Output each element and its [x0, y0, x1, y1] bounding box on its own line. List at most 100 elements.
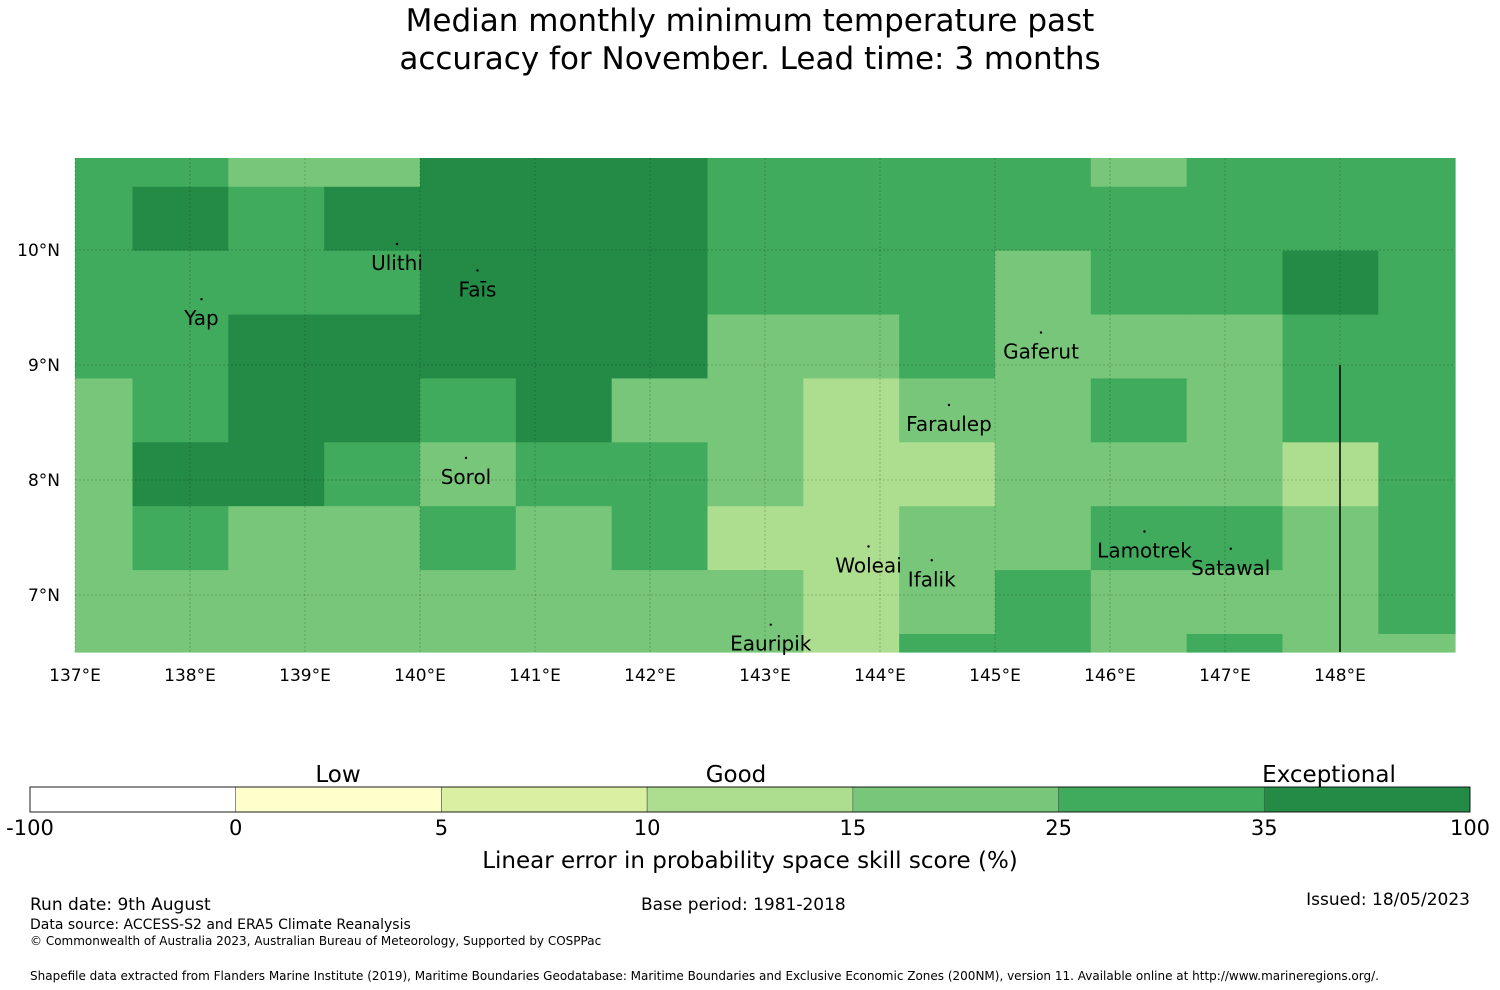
- grid-cell: [515, 442, 613, 507]
- grid-cell: [803, 250, 900, 316]
- island-marker: [867, 545, 870, 548]
- grid-cell: [75, 633, 134, 653]
- island-label: Ulithi: [371, 251, 423, 275]
- grid-cell: [75, 158, 134, 188]
- grid-cell: [1378, 570, 1456, 635]
- grid-cell: [419, 570, 517, 635]
- grid-cell: [228, 250, 325, 316]
- grid-cell: [611, 250, 709, 316]
- title-line-2: accuracy for November. Lead time: 3 mont…: [399, 41, 1101, 77]
- grid-cell: [1186, 506, 1284, 571]
- longitude-tick-label: 147°E: [1199, 666, 1251, 686]
- longitude-tick-label: 138°E: [164, 666, 216, 686]
- grid-cell: [228, 570, 325, 635]
- grid-cell: [707, 506, 804, 571]
- grid-cell: [1090, 506, 1188, 571]
- grid-cell: [1282, 506, 1379, 571]
- grid-cell: [1282, 442, 1379, 507]
- grid-cell: [611, 570, 709, 635]
- longitude-tick-label: 140°E: [394, 666, 446, 686]
- grid-cell: [132, 378, 229, 443]
- colorbar-tick-label: 35: [1251, 816, 1278, 840]
- grid-cell: [899, 442, 996, 507]
- grid-cell: [324, 158, 421, 188]
- colorbar-tick-label: 5: [435, 816, 448, 840]
- island-label: Gaferut: [1003, 340, 1079, 364]
- grid-cell: [899, 250, 996, 316]
- island-marker: [1229, 547, 1232, 550]
- longitude-tick-label: 148°E: [1314, 666, 1366, 686]
- grid-cell: [75, 186, 134, 252]
- grid-cell: [1090, 633, 1188, 653]
- colorbar-segment: [646, 786, 854, 813]
- issued-date: Issued: 18/05/2023: [1306, 890, 1470, 910]
- latitude-tick-label: 10°N: [17, 241, 60, 261]
- grid-cell: [1282, 378, 1379, 443]
- grid-cell: [324, 314, 421, 380]
- grid-cell: [803, 442, 900, 507]
- island-marker: [200, 298, 203, 301]
- grid-cell: [1282, 250, 1379, 316]
- colorbar-tick-label: 10: [634, 816, 661, 840]
- grid-cell: [803, 378, 900, 443]
- grid-cell: [899, 633, 996, 653]
- longitude-tick-label: 143°E: [739, 666, 791, 686]
- grid-cell: [803, 570, 900, 635]
- grid-cell: [1378, 442, 1456, 507]
- latitude-tick-label: 7°N: [28, 586, 60, 606]
- latitude-ticks: 10°N 9°N 8°N 7°N: [17, 241, 60, 606]
- grid-cell: [611, 378, 709, 443]
- grid-cell: [75, 506, 134, 571]
- grid-cell: [994, 506, 1092, 571]
- grid-cell: [324, 506, 421, 571]
- grid-cell: [324, 250, 421, 316]
- grid-cell: [1378, 314, 1456, 380]
- grid-cell: [1186, 570, 1284, 635]
- grid-cell: [228, 378, 325, 443]
- grid-cell: [1186, 250, 1284, 316]
- grid-cell: [324, 570, 421, 635]
- colorbar-segment: [441, 786, 648, 813]
- colorbar-tick-label: 15: [839, 816, 866, 840]
- island-marker: [1039, 331, 1043, 334]
- grid-cell: [707, 314, 804, 380]
- grid-cell: [1090, 158, 1188, 188]
- grid-cell: [324, 633, 421, 653]
- grid-cell: [994, 570, 1092, 635]
- island-marker: [947, 403, 951, 407]
- grid-cell: [611, 442, 709, 507]
- grid-cell: [803, 633, 900, 653]
- grid-cell: [132, 250, 229, 316]
- grid-cell: [611, 506, 709, 571]
- grid-cell: [132, 570, 229, 635]
- grid-cell: [515, 506, 613, 571]
- longitude-tick-label: 137°E: [49, 666, 101, 686]
- island-label: Faraulep: [906, 412, 992, 436]
- grid-cell: [1186, 633, 1284, 653]
- grid-cell: [324, 186, 421, 252]
- longitude-tick-label: 142°E: [624, 666, 676, 686]
- grid-cell: [899, 314, 996, 380]
- colorbar-segment: [29, 786, 237, 813]
- grid-cell: [419, 442, 517, 507]
- grid-cell: [803, 186, 900, 252]
- grid-cell: [1282, 158, 1379, 188]
- island-label: Lamotrek: [1097, 539, 1192, 563]
- grid-cell: [1378, 186, 1456, 252]
- grid-cell: [515, 186, 613, 252]
- latitude-tick-label: 8°N: [28, 471, 60, 491]
- longitude-ticks: 137°E 138°E 139°E 140°E 141°E 142°E 143°E 144°E…: [49, 666, 1366, 686]
- grid-cell: [1378, 378, 1456, 443]
- grid-cell: [1186, 314, 1284, 380]
- longitude-tick-label: 146°E: [1084, 666, 1136, 686]
- grid-cell: [1090, 250, 1188, 316]
- grid-cell: [1282, 186, 1379, 252]
- grid-cell: [419, 633, 517, 653]
- data-source: Data source: ACCESS-S2 and ERA5 Climate …: [30, 917, 411, 933]
- grid-cell: [515, 633, 613, 653]
- grid-cell: [994, 314, 1092, 380]
- grid-cell: [132, 633, 229, 653]
- grid-cell: [1186, 378, 1284, 443]
- base-period: Base period: 1981-2018: [641, 895, 846, 915]
- map-title: Median monthly minimum temperature past …: [0, 2, 1500, 78]
